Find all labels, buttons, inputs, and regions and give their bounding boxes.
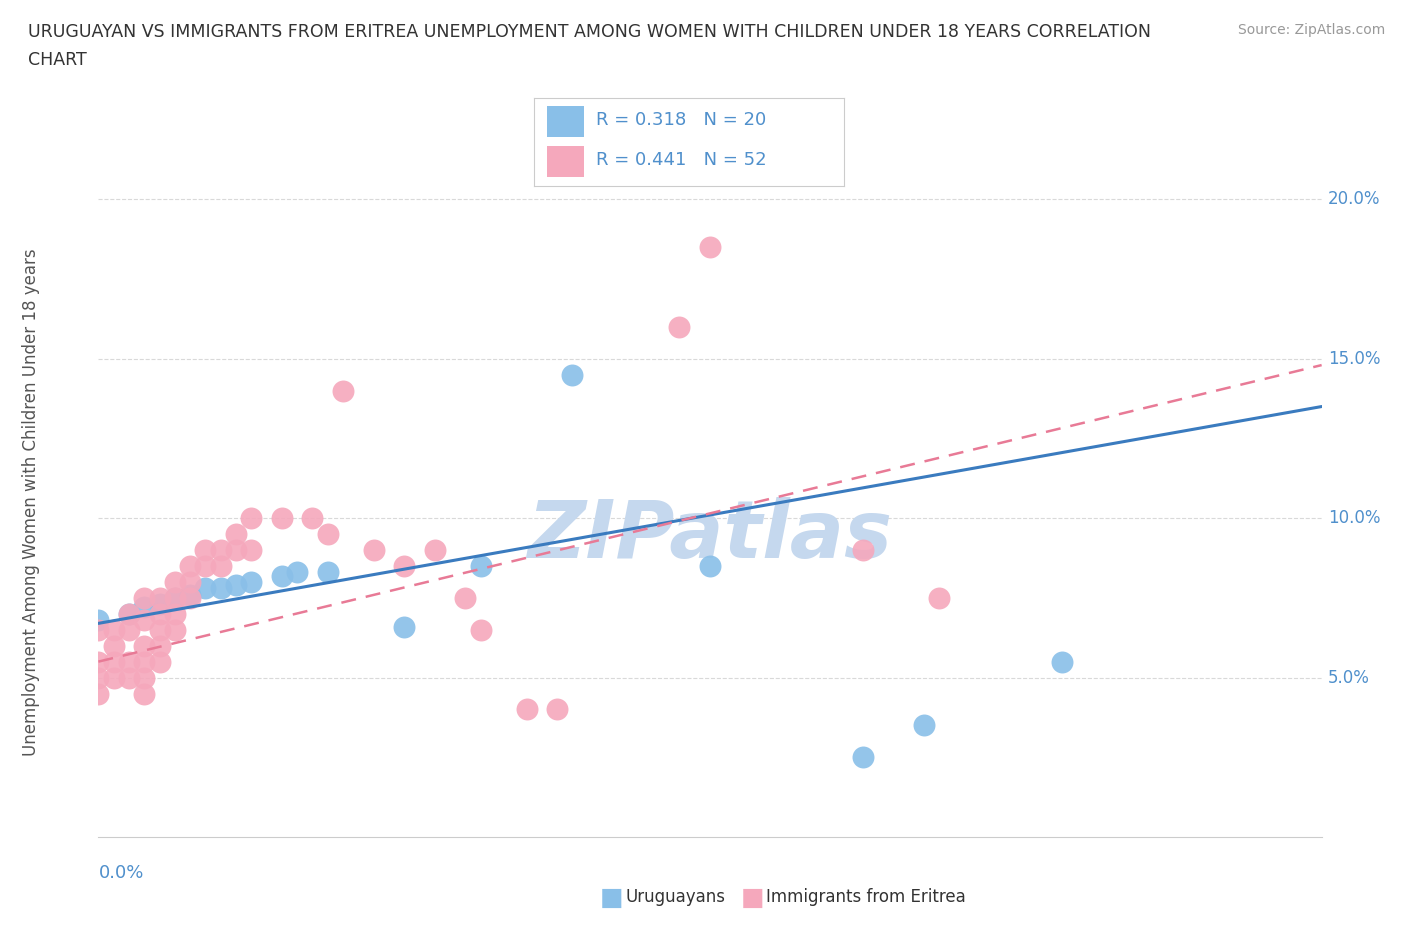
- Point: [209, 559, 232, 574]
- Point: [87, 622, 110, 637]
- Point: [316, 526, 339, 541]
- Point: [209, 542, 232, 557]
- Point: [103, 671, 125, 685]
- Text: Unemployment Among Women with Children Under 18 years: Unemployment Among Women with Children U…: [22, 248, 41, 756]
- Text: 15.0%: 15.0%: [1327, 350, 1381, 367]
- Point: [699, 240, 721, 255]
- Point: [103, 638, 125, 653]
- Point: [179, 575, 201, 590]
- Point: [179, 587, 201, 602]
- Text: ■: ■: [741, 885, 763, 910]
- FancyBboxPatch shape: [547, 106, 583, 137]
- Point: [928, 591, 950, 605]
- Text: ■: ■: [600, 885, 623, 910]
- Point: [87, 654, 110, 669]
- Point: [225, 526, 247, 541]
- Point: [699, 559, 721, 574]
- Text: ZIPatlas: ZIPatlas: [527, 497, 893, 575]
- Point: [516, 702, 538, 717]
- Text: 5.0%: 5.0%: [1327, 669, 1369, 686]
- Point: [149, 591, 172, 605]
- Point: [194, 559, 217, 574]
- Point: [285, 565, 308, 579]
- Point: [118, 622, 141, 637]
- Text: URUGUAYAN VS IMMIGRANTS FROM ERITREA UNEMPLOYMENT AMONG WOMEN WITH CHILDREN UNDE: URUGUAYAN VS IMMIGRANTS FROM ERITREA UNE…: [28, 23, 1152, 41]
- Point: [118, 606, 141, 621]
- Point: [209, 581, 232, 596]
- Point: [163, 591, 186, 605]
- Point: [240, 575, 263, 590]
- Point: [87, 613, 110, 628]
- Point: [852, 542, 875, 557]
- Text: R = 0.441   N = 52: R = 0.441 N = 52: [596, 151, 766, 169]
- Point: [163, 575, 186, 590]
- Point: [546, 702, 568, 717]
- Point: [103, 654, 125, 669]
- Point: [149, 654, 172, 669]
- Text: Immigrants from Eritrea: Immigrants from Eritrea: [766, 888, 966, 907]
- Point: [301, 511, 323, 525]
- Point: [118, 654, 141, 669]
- Point: [392, 559, 416, 574]
- Text: 0.0%: 0.0%: [98, 864, 143, 882]
- Point: [179, 559, 201, 574]
- Point: [363, 542, 385, 557]
- Point: [134, 686, 156, 701]
- Point: [194, 581, 217, 596]
- Point: [454, 591, 477, 605]
- Point: [149, 638, 172, 653]
- Point: [103, 622, 125, 637]
- Point: [134, 654, 156, 669]
- Point: [240, 542, 263, 557]
- Text: Source: ZipAtlas.com: Source: ZipAtlas.com: [1237, 23, 1385, 37]
- Point: [912, 718, 935, 733]
- Point: [194, 542, 217, 557]
- Point: [225, 542, 247, 557]
- Point: [134, 638, 156, 653]
- Point: [87, 686, 110, 701]
- Point: [470, 622, 492, 637]
- Point: [134, 600, 156, 615]
- Point: [149, 597, 172, 612]
- Point: [668, 319, 690, 334]
- Point: [149, 622, 172, 637]
- Point: [134, 613, 156, 628]
- Point: [149, 606, 172, 621]
- FancyBboxPatch shape: [547, 146, 583, 177]
- Point: [179, 591, 201, 605]
- Point: [392, 619, 416, 634]
- Text: R = 0.318   N = 20: R = 0.318 N = 20: [596, 112, 766, 129]
- Point: [470, 559, 492, 574]
- Point: [316, 565, 339, 579]
- Point: [561, 367, 583, 382]
- Point: [270, 568, 294, 583]
- Point: [423, 542, 446, 557]
- Text: 20.0%: 20.0%: [1327, 191, 1381, 208]
- Point: [1050, 654, 1073, 669]
- Point: [163, 622, 186, 637]
- Point: [163, 591, 186, 605]
- Point: [118, 671, 141, 685]
- Point: [134, 591, 156, 605]
- Text: 10.0%: 10.0%: [1327, 509, 1381, 527]
- Point: [163, 606, 186, 621]
- Point: [240, 511, 263, 525]
- Point: [332, 383, 354, 398]
- Point: [852, 750, 875, 764]
- Point: [270, 511, 294, 525]
- Point: [87, 671, 110, 685]
- Point: [225, 578, 247, 592]
- Point: [134, 671, 156, 685]
- Text: Uruguayans: Uruguayans: [626, 888, 725, 907]
- Point: [118, 606, 141, 621]
- Text: CHART: CHART: [28, 51, 87, 69]
